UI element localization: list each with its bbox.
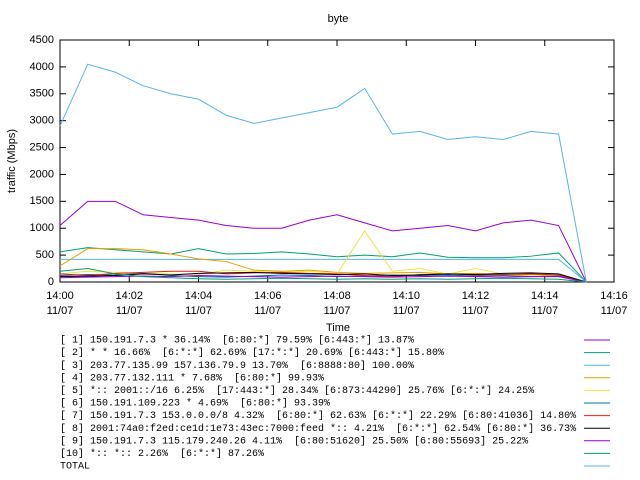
y-tick-label: 0 bbox=[48, 276, 54, 288]
x-tick-label-line: 11/07 bbox=[462, 305, 489, 317]
y-tick-label: 3500 bbox=[30, 88, 54, 100]
x-tick-label: 14:08 11/07 bbox=[323, 290, 351, 317]
legend-label: [10] *:: *:: 2.26% [6:*:*] 87.26% bbox=[60, 448, 264, 460]
x-tick-label: 14:02 11/07 bbox=[115, 290, 143, 317]
x-tick-label-line: 14:00 bbox=[46, 290, 74, 302]
legend-label: [ 6] 150.191.109.223 * 4.69% [6:80:*] 93… bbox=[60, 398, 330, 410]
series-line bbox=[59, 268, 587, 283]
legend-label: [ 1] 150.191.7.3 * 36.14% [6:80:*] 79.59… bbox=[60, 335, 414, 347]
y-tick-label: 1500 bbox=[30, 195, 54, 207]
legend-label: [ 8] 2001:74a0:f2ed:ce1d:1e73:43ec:7000:… bbox=[60, 423, 576, 435]
y-tick-label: 500 bbox=[36, 249, 54, 261]
series-line bbox=[59, 200, 587, 283]
y-tick-label: 3000 bbox=[30, 115, 54, 127]
x-tick-label-line: 14:16 bbox=[600, 290, 628, 302]
series-line bbox=[59, 63, 587, 283]
x-tick-label-line: 11/07 bbox=[601, 305, 628, 317]
y-tick-label: 4500 bbox=[30, 34, 54, 46]
x-tick-label: 14:06 11/07 bbox=[254, 290, 282, 317]
x-tick-label: 14:04 11/07 bbox=[185, 290, 213, 317]
x-tick-label-line: 14:12 bbox=[462, 290, 490, 302]
x-tick-label-line: 14:10 bbox=[392, 290, 420, 302]
x-tick-label-line: 11/07 bbox=[254, 305, 281, 317]
x-tick-label-line: 14:02 bbox=[115, 290, 143, 302]
legend-label: [ 4] 203.77.132.111 * 7.68% [6:80:*] 99.… bbox=[60, 372, 324, 384]
x-tick-label-line: 14:06 bbox=[254, 290, 282, 302]
x-tick-label: 14:16 11/07 bbox=[600, 290, 628, 317]
x-tick-label: 14:12 11/07 bbox=[462, 290, 490, 317]
legend-label: [ 3] 203.77.135.99 157.136.79.9 13.70% [… bbox=[60, 360, 414, 372]
x-axis-label: Time bbox=[326, 322, 350, 334]
legend-label: [ 7] 150.191.7.3 153.0.0.0/8 4.32% [6:80… bbox=[60, 410, 576, 422]
x-tick-label-line: 14:04 bbox=[185, 290, 213, 302]
series-line bbox=[59, 271, 587, 283]
y-tick-label: 2000 bbox=[30, 168, 54, 180]
series-line bbox=[59, 247, 587, 283]
x-tick-label: 14:10 11/07 bbox=[392, 290, 420, 317]
chart-title: byte bbox=[328, 13, 349, 25]
x-tick-label-line: 11/07 bbox=[47, 305, 74, 317]
y-tick-label: 1000 bbox=[30, 222, 54, 234]
x-tick-label-line: 14:14 bbox=[531, 290, 559, 302]
legend-label: [ 5] *:: 2001::/16 6.25% [17:443:*] 28.3… bbox=[60, 385, 534, 397]
x-tick-label-line: 11/07 bbox=[393, 305, 420, 317]
x-tick-label-line: 11/07 bbox=[116, 305, 143, 317]
x-tick-label: 14:14 11/07 bbox=[531, 290, 559, 317]
x-tick-label-line: 14:08 bbox=[323, 290, 351, 302]
x-tick-label-line: 11/07 bbox=[531, 305, 558, 317]
x-tick-label: 14:00 11/07 bbox=[46, 290, 74, 317]
x-tick-label-line: 11/07 bbox=[185, 305, 212, 317]
x-tick-label-line: 11/07 bbox=[324, 305, 351, 317]
series-line bbox=[59, 275, 587, 283]
series-line bbox=[60, 258, 587, 283]
legend-label: TOTAL bbox=[60, 462, 90, 473]
legend-label: [ 9] 150.191.7.3 115.179.240.26 4.11% [6… bbox=[60, 435, 528, 447]
y-tick-label: 2500 bbox=[30, 141, 54, 153]
y-axis-label: traffic (Mbps) bbox=[6, 129, 18, 193]
legend-label: [ 2] * * 16.66% [6:*:*] 62.69% [17:*:*] … bbox=[60, 347, 444, 359]
y-tick-label: 4000 bbox=[30, 61, 54, 73]
series-line bbox=[59, 270, 587, 283]
